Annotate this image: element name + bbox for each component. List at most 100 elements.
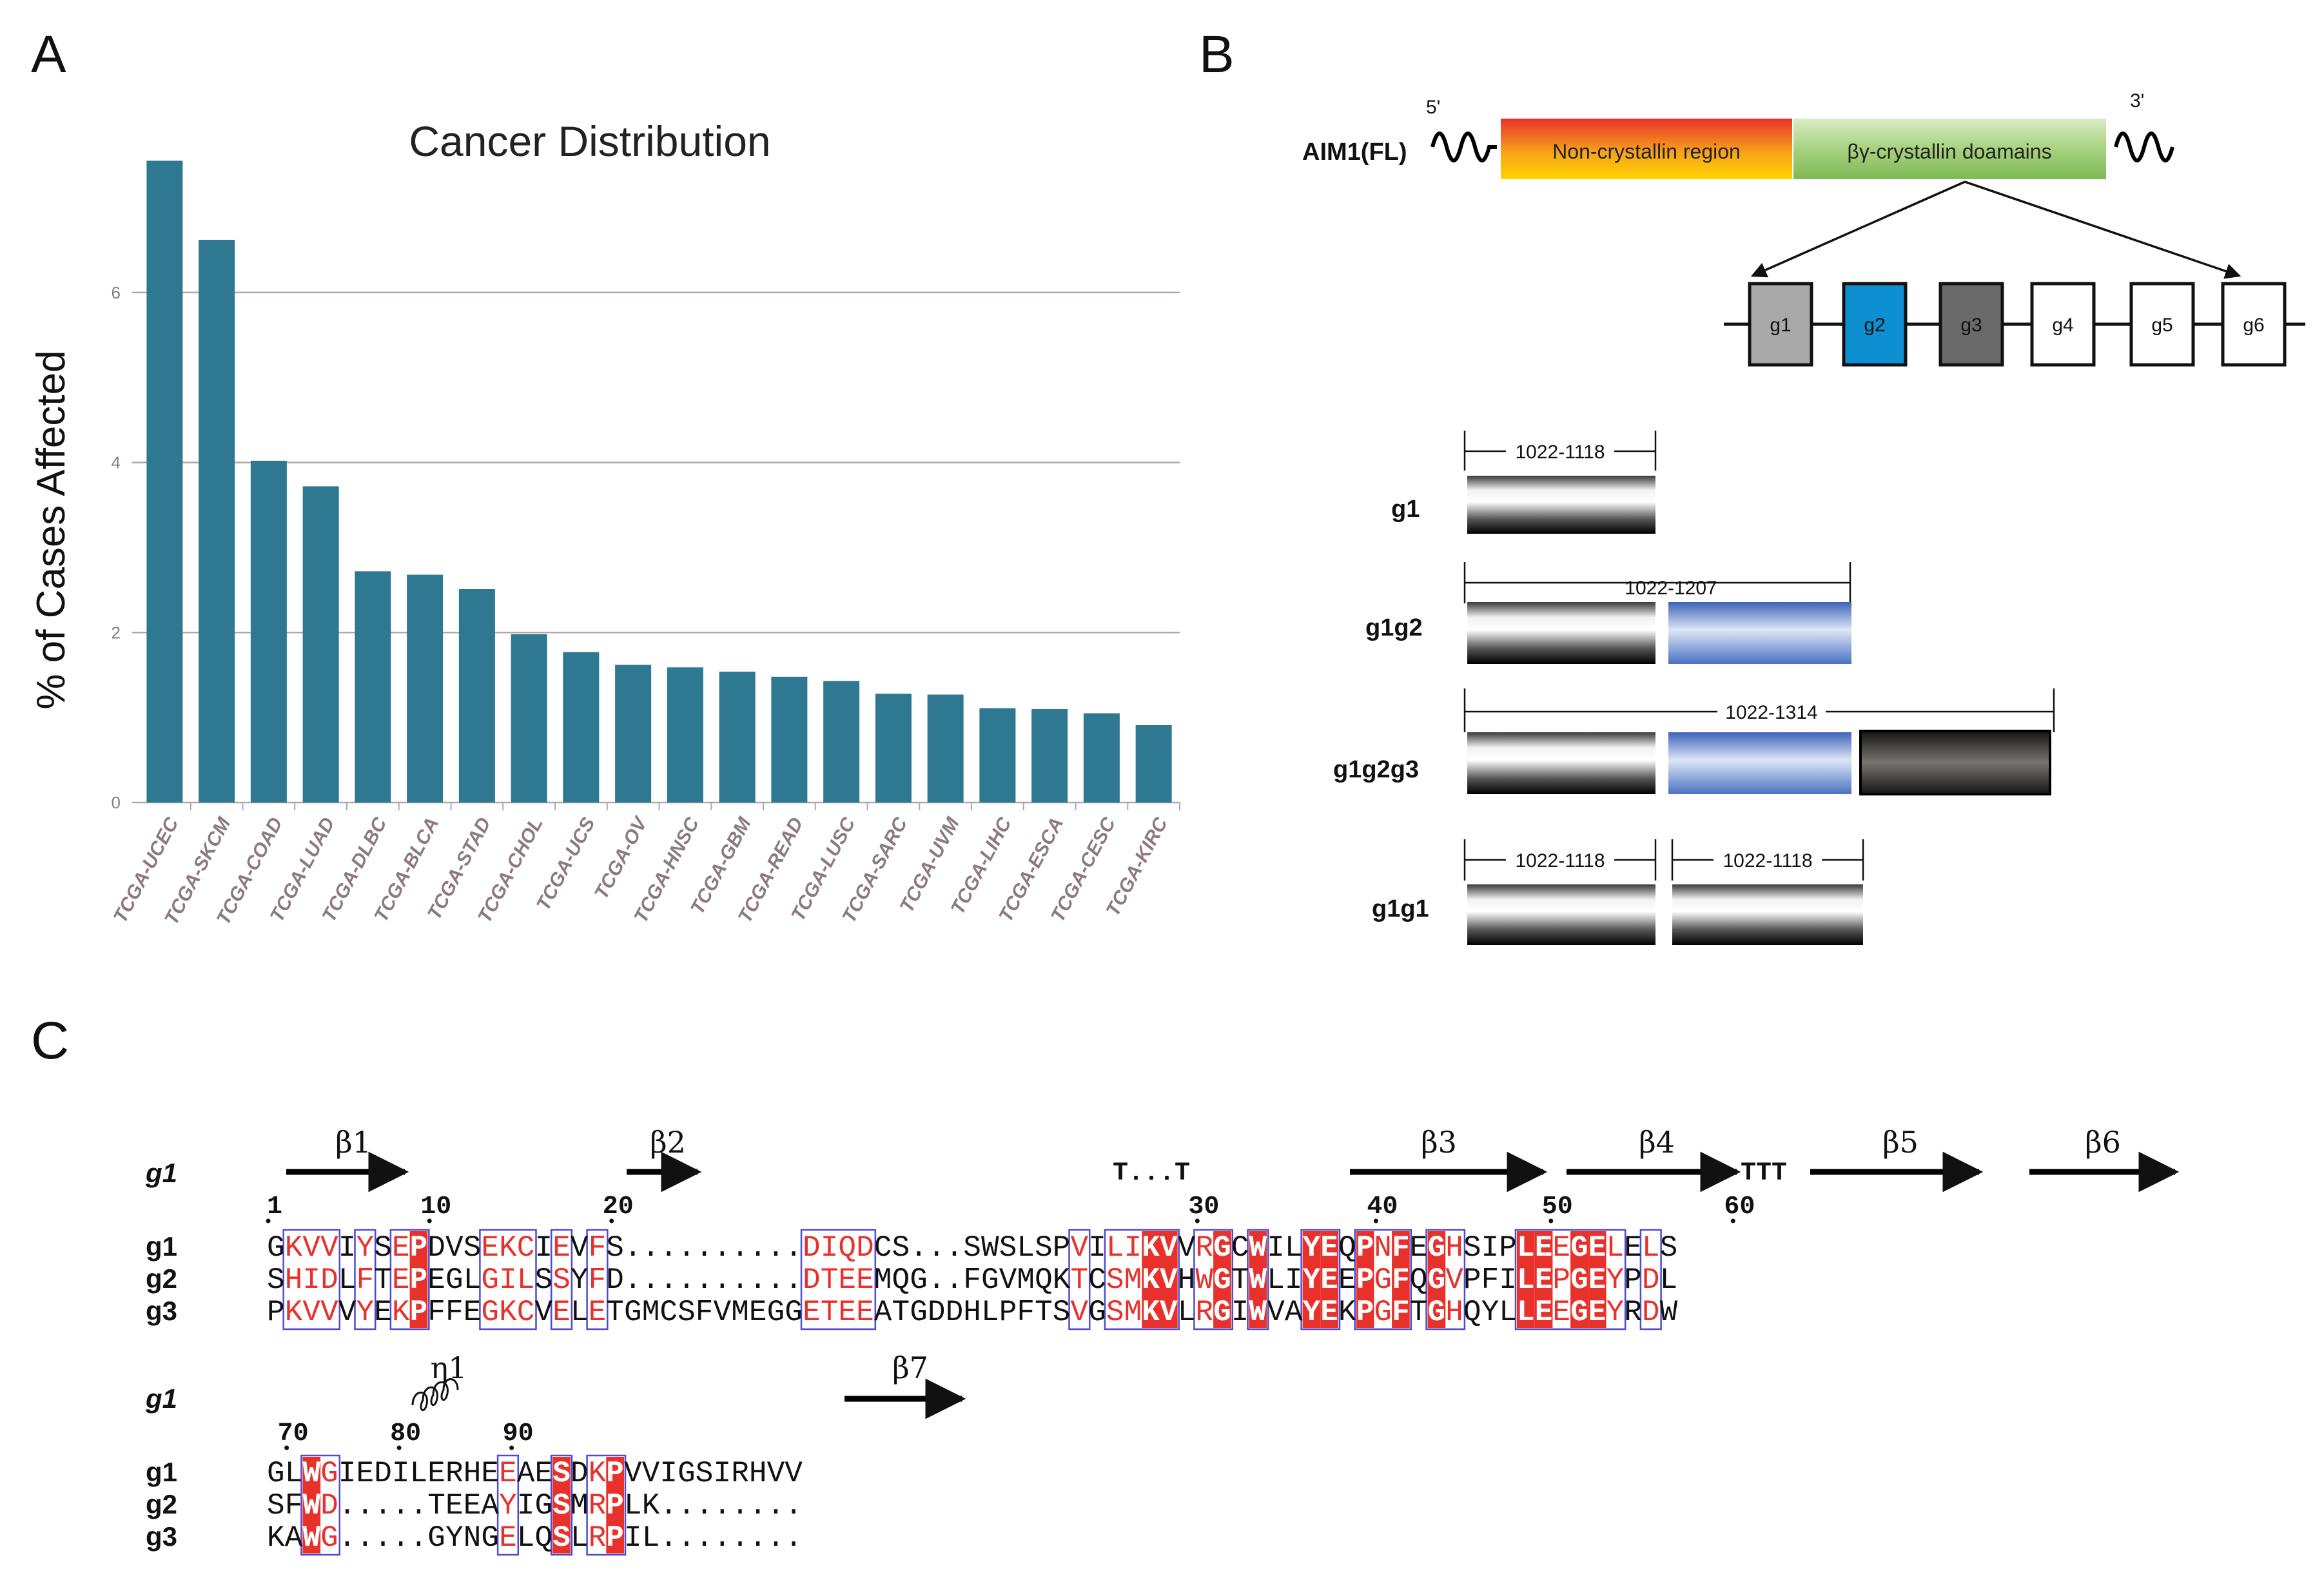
residue: E: [1320, 1231, 1338, 1265]
bar: [511, 634, 547, 803]
residue: L: [517, 1263, 535, 1297]
domain-box: [2129, 282, 2195, 367]
ruler-dot: [1548, 1218, 1554, 1223]
bar: [199, 239, 235, 803]
residue: .: [659, 1263, 678, 1297]
residue: V: [1160, 1231, 1178, 1265]
residue: .: [678, 1489, 696, 1523]
residue: V: [1071, 1231, 1089, 1265]
bar: [875, 694, 912, 803]
panel-letter-b: B: [1199, 25, 1235, 84]
residue: L: [1267, 1263, 1285, 1297]
residue: E: [1588, 1296, 1606, 1329]
g2-bar: [1668, 732, 1851, 794]
residue: K: [499, 1296, 517, 1329]
residue: P: [1552, 1263, 1570, 1297]
residue: .: [410, 1489, 428, 1523]
residue: M: [571, 1489, 589, 1523]
similarity-box: [800, 1229, 877, 1330]
residue: G: [267, 1231, 285, 1265]
residue: V: [1160, 1263, 1178, 1297]
residue: R: [1624, 1296, 1642, 1329]
residue: G: [481, 1296, 499, 1329]
residue: .: [696, 1521, 714, 1555]
similarity-box: [1354, 1229, 1412, 1330]
residue: Q: [1410, 1263, 1428, 1297]
residue: G: [910, 1263, 928, 1297]
residue: I: [392, 1457, 410, 1490]
residue: P: [606, 1489, 624, 1523]
identity-fill: [1427, 1231, 1446, 1328]
residue: H: [1445, 1296, 1463, 1329]
identity-fill: [1302, 1231, 1321, 1328]
residue: M: [1124, 1263, 1142, 1297]
residue: C: [659, 1296, 678, 1329]
identity-fill: [1356, 1231, 1374, 1328]
residue: V: [714, 1296, 732, 1329]
domain-label: g5: [2151, 315, 2173, 336]
residue: F: [589, 1263, 607, 1297]
sequence-name: g2: [146, 1489, 177, 1519]
identity-fill: [1570, 1231, 1588, 1328]
bar: [615, 665, 652, 803]
residue: D: [320, 1489, 338, 1523]
residue: G: [320, 1457, 338, 1490]
identity-fill: [1213, 1231, 1231, 1328]
bar: [1031, 708, 1068, 803]
expand-arrow-right: [1964, 180, 2241, 279]
residue: L: [624, 1489, 642, 1523]
residue: T: [606, 1296, 624, 1329]
residue: L: [1517, 1231, 1535, 1265]
residue: I: [517, 1489, 535, 1523]
residue: K: [589, 1457, 607, 1490]
residue: P: [1356, 1263, 1374, 1297]
residue: .: [731, 1489, 749, 1523]
residue: E: [803, 1296, 821, 1329]
residue: T: [1035, 1296, 1053, 1329]
residue: C: [1088, 1263, 1106, 1297]
residue: V: [1267, 1296, 1285, 1329]
residue: E: [1624, 1231, 1642, 1265]
range-label: 1022-1314: [1725, 702, 1817, 723]
residue: S: [374, 1231, 392, 1265]
g1-bar: [1467, 602, 1655, 664]
residue: W: [1249, 1296, 1267, 1329]
residue: .: [374, 1521, 392, 1555]
residue: G: [1570, 1231, 1588, 1265]
residue: G: [910, 1296, 928, 1329]
residue: S: [606, 1231, 624, 1265]
residue: S: [535, 1263, 553, 1297]
construct-name: g1g1: [1372, 895, 1429, 922]
ss-label: g1: [145, 1158, 177, 1188]
residue: .: [749, 1231, 767, 1265]
residue: S: [1463, 1231, 1481, 1265]
residue: D: [1642, 1296, 1660, 1329]
residue: E: [392, 1263, 410, 1297]
residue: V: [999, 1263, 1017, 1297]
residue: E: [1552, 1231, 1570, 1265]
residue: E: [445, 1489, 464, 1523]
residue: S: [552, 1263, 571, 1297]
residue: K: [1338, 1296, 1356, 1329]
residue: K: [642, 1489, 660, 1523]
bar: [771, 676, 808, 803]
ss-label: g1: [145, 1383, 177, 1414]
sequence-name: g1: [146, 1231, 177, 1261]
residue: V: [320, 1296, 338, 1329]
residue: I: [659, 1457, 678, 1490]
construct-name: g1g2: [1365, 614, 1423, 641]
similarity-box: [282, 1229, 341, 1330]
residue: .: [910, 1231, 928, 1265]
residue: P: [999, 1296, 1017, 1329]
ruler-number: 80: [390, 1419, 421, 1448]
residue: .: [696, 1489, 714, 1523]
similarity-box: [586, 1454, 627, 1556]
ruler-dot: [1730, 1218, 1735, 1223]
residue: E: [838, 1296, 856, 1329]
sequence-row: KAWG.....GYNGELQSLRPIL........: [267, 1521, 803, 1555]
residue: D: [803, 1231, 821, 1265]
residue: .: [659, 1489, 678, 1523]
residue: S: [552, 1521, 571, 1555]
residue: Y: [1303, 1231, 1321, 1265]
